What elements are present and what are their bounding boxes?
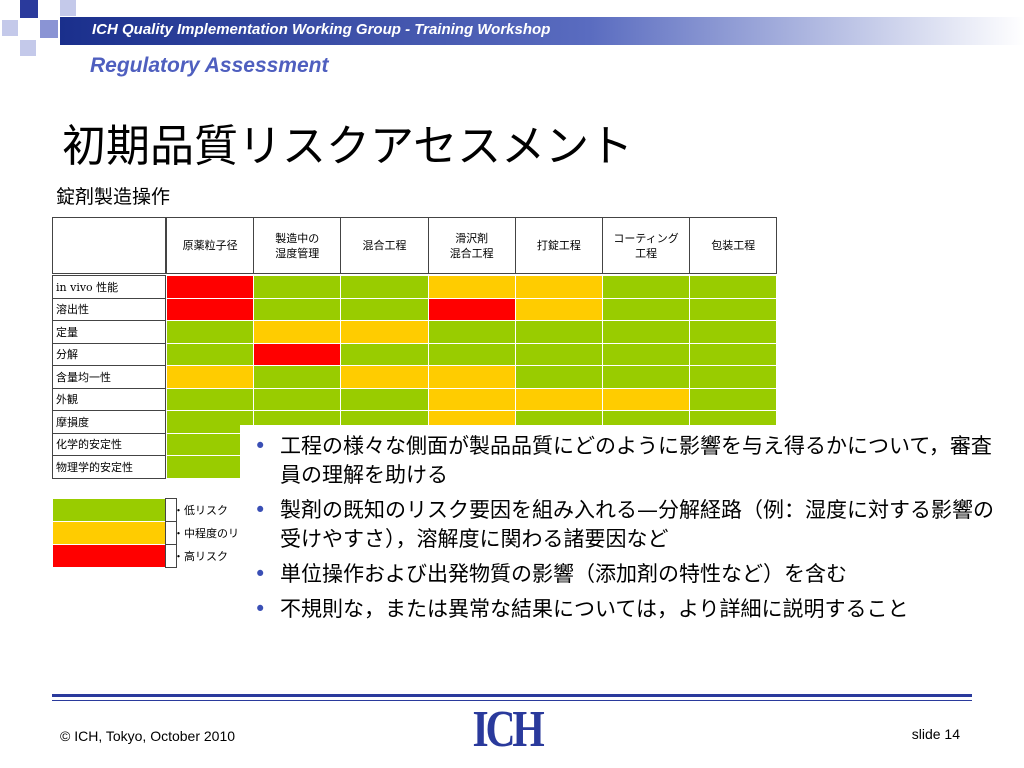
bullet: 工程の様々な側面が製品品質にどのように影響を与え得るかについて，審査員の理解を助…: [252, 432, 1004, 490]
risk-cell: [253, 297, 342, 321]
risk-cell: [427, 275, 516, 299]
risk-cell: [602, 387, 691, 411]
risk-cell: [253, 387, 342, 411]
risk-cell: [166, 365, 255, 389]
risk-cell: [602, 275, 691, 299]
risk-cell: [427, 297, 516, 321]
risk-cell: [340, 275, 429, 299]
risk-cell: [253, 275, 342, 299]
risk-cell: [340, 342, 429, 366]
column-header: 製造中の 湿度管理: [253, 217, 342, 274]
column-header: 滑沢剤 混合工程: [427, 217, 516, 274]
legend-swatch: [52, 498, 166, 522]
risk-cell: [689, 297, 778, 321]
row-label: 外観: [52, 387, 166, 411]
legend-label: ・低リスク: [173, 504, 228, 517]
logo-square: [2, 20, 18, 36]
title: 初期品質リスクアセスメント: [62, 121, 634, 172]
risk-cell: [427, 320, 516, 344]
risk-cell: [427, 387, 516, 411]
row-label: 含量均一性: [52, 365, 166, 389]
row-label: 摩損度: [52, 410, 166, 434]
column-header: 包装工程: [689, 217, 778, 274]
risk-cell: [253, 342, 342, 366]
risk-cell: [689, 365, 778, 389]
risk-cell: [689, 342, 778, 366]
risk-cell: [602, 320, 691, 344]
logo-square: [20, 40, 36, 56]
row-label: 溶出性: [52, 297, 166, 321]
risk-cell: [340, 387, 429, 411]
risk-cell: [514, 275, 603, 299]
risk-cell: [166, 275, 255, 299]
corner-cell: [52, 217, 166, 274]
risk-cell: [514, 365, 603, 389]
risk-cell: [340, 297, 429, 321]
bullet: 単位操作および出発物質の影響（添加剤の特性など）を含む: [252, 560, 1004, 589]
subtitle: 錠剤製造操作: [56, 186, 171, 208]
risk-cell: [166, 297, 255, 321]
risk-cell: [602, 297, 691, 321]
rule: [52, 700, 972, 701]
risk-cell: [427, 365, 516, 389]
row-label: 分解: [52, 342, 166, 366]
bullet: 製剤の既知のリスク要因を組み入れる—分解経路（例：湿度に対する影響の受けやすさ）…: [252, 496, 1004, 554]
legend-label: ・高リスク: [173, 550, 228, 563]
section: Regulatory Assessment: [90, 54, 329, 77]
column-header: 打錠工程: [514, 217, 603, 274]
risk-cell: [514, 342, 603, 366]
row-label: 化学的安定性: [52, 432, 166, 456]
legend-swatch: [52, 544, 166, 568]
logo: ICH: [472, 701, 545, 758]
column-header: 混合工程: [340, 217, 429, 274]
bullets: 工程の様々な側面が製品品質にどのように影響を与え得るかについて，審査員の理解を助…: [252, 432, 1004, 630]
logo-square: [20, 0, 38, 18]
header-bar: [60, 17, 1024, 45]
risk-cell: [253, 320, 342, 344]
legend-swatch: [52, 521, 166, 545]
slide-number: slide 14: [911, 726, 960, 742]
bullet: 不規則な，または異常な結果については，より詳細に説明すること: [252, 595, 1004, 624]
risk-cell: [427, 342, 516, 366]
risk-cell: [514, 320, 603, 344]
risk-cell: [602, 342, 691, 366]
risk-cell: [602, 365, 691, 389]
logo-square: [60, 0, 76, 16]
row-label: in vivo 性能: [52, 275, 166, 299]
risk-cell: [253, 365, 342, 389]
risk-cell: [689, 320, 778, 344]
copyright: © ICH, Tokyo, October 2010: [60, 728, 236, 744]
column-header: コーティング 工程: [602, 217, 691, 274]
row-label: 定量: [52, 320, 166, 344]
risk-cell: [514, 297, 603, 321]
logo-square: [40, 20, 58, 38]
risk-cell: [166, 342, 255, 366]
column-header: 原薬粒子径: [166, 217, 255, 274]
legend-spacer: [165, 544, 177, 568]
rule: [52, 694, 972, 697]
legend-label: ・中程度のリスク: [173, 527, 240, 540]
risk-cell: [689, 275, 778, 299]
risk-cell: [340, 320, 429, 344]
risk-cell: [166, 387, 255, 411]
risk-cell: [340, 365, 429, 389]
risk-cell: [514, 387, 603, 411]
row-label: 物理学的安定性: [52, 455, 166, 479]
workshop: ICH Quality Implementation Working Group…: [92, 21, 551, 38]
risk-cell: [166, 320, 255, 344]
risk-cell: [689, 387, 778, 411]
